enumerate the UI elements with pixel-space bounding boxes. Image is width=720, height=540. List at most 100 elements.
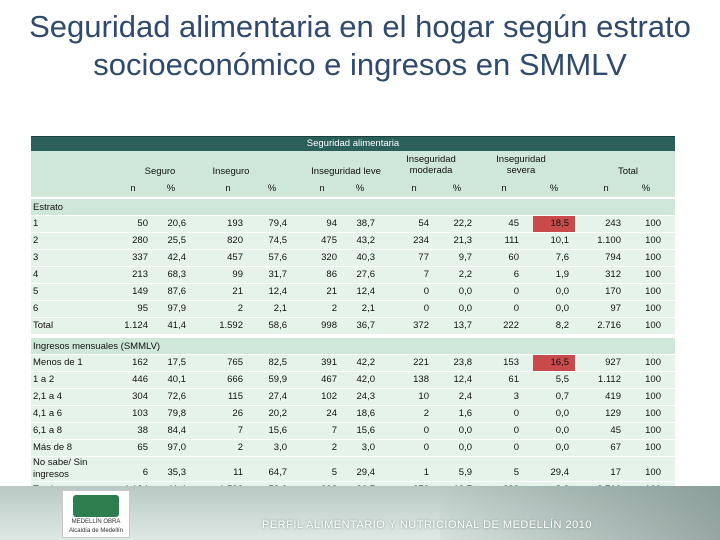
table-cell: 149 [132, 286, 148, 297]
table-cell: 0 [423, 442, 429, 453]
subheader-cell: % [267, 183, 277, 194]
section-label: Estrato [33, 202, 64, 213]
table-cell: 72,6 [167, 391, 187, 402]
table-cell: 100 [645, 320, 661, 331]
table-cell: 59,9 [268, 374, 288, 385]
alcaldia-logo: MEDELLÍN OBRA Alcaldía de Medellín [62, 490, 130, 538]
row-label: 1 a 2 [33, 374, 55, 385]
table-cell: 82,5 [268, 357, 288, 368]
category-header: Inseguridad moderada [406, 154, 456, 176]
table-cell: 7,6 [555, 252, 569, 263]
table-cell: 2,1 [273, 303, 287, 314]
table-cell: 0 [513, 408, 519, 419]
table-cell: 22,2 [453, 218, 473, 229]
table-cell: 43,2 [356, 235, 376, 246]
table-cell: 79,4 [268, 218, 288, 229]
table-cell: 5,9 [458, 467, 472, 478]
table-cell: 2,4 [458, 391, 472, 402]
table-cell: 100 [645, 374, 661, 385]
table-cell: 2,2 [458, 269, 472, 280]
table-cell: 5 [513, 467, 519, 478]
table-row [31, 233, 675, 249]
table-row [31, 440, 675, 456]
table-cell: 467 [321, 374, 337, 385]
table-cell: 0 [513, 442, 519, 453]
table-cell: 1.100 [597, 235, 621, 246]
table-cell: 1.112 [597, 374, 621, 385]
table-cell: 0 [423, 425, 429, 436]
table-cell: 6 [142, 467, 148, 478]
table-cell: 794 [605, 252, 621, 263]
row-label: 5 [33, 286, 39, 297]
table-cell: 12,4 [356, 286, 376, 297]
table-cell: 29,4 [356, 467, 376, 478]
table-cell: 41,4 [167, 320, 187, 331]
table-cell: 15,6 [356, 425, 376, 436]
table-cell: 21,3 [453, 235, 473, 246]
table-cell: 45 [508, 218, 519, 229]
table-cell: 7 [423, 269, 429, 280]
table-cell: 97,9 [167, 303, 187, 314]
table-cell: 0,0 [555, 303, 569, 314]
table-cell: 40,1 [167, 374, 187, 385]
category-header: Seguro [144, 166, 176, 177]
severe-highlight [533, 355, 575, 371]
row-label: 6 [33, 303, 39, 314]
table-cell: 38,7 [356, 218, 376, 229]
table-cell: 0 [423, 286, 429, 297]
table-cell: 0,0 [458, 442, 472, 453]
table-cell: 9,7 [458, 252, 472, 263]
table-cell: 221 [413, 357, 429, 368]
table-cell: 100 [645, 252, 661, 263]
subheader-cell: % [355, 183, 365, 194]
table-cell: 0 [423, 303, 429, 314]
table-cell: 54 [418, 218, 429, 229]
table-cell: 162 [132, 357, 148, 368]
table-cell: 100 [645, 303, 661, 314]
table-cell: 6 [513, 269, 519, 280]
table-cell: 24,3 [356, 391, 376, 402]
table-cell: 0,0 [555, 425, 569, 436]
table-cell: 38 [137, 425, 148, 436]
table-cell: 64,7 [268, 467, 288, 478]
table-cell: 40,3 [356, 252, 376, 263]
subheader-cell: n [225, 183, 231, 194]
table-cell: 100 [645, 425, 661, 436]
table-cell: 12,4 [268, 286, 288, 297]
table-cell: 3 [513, 391, 519, 402]
table-cell: 97 [610, 303, 621, 314]
table-cell: 42,0 [356, 374, 376, 385]
table-cell: 765 [227, 357, 243, 368]
table-cell: 0 [513, 286, 519, 297]
table-cell: 26 [232, 408, 243, 419]
logo-text-bottom: Alcaldía de Medellín [68, 528, 124, 534]
table-row [31, 423, 675, 439]
section-band [31, 199, 675, 215]
table-cell: 21 [326, 286, 337, 297]
subheader-cell: n [130, 183, 136, 194]
table-cell: 475 [321, 235, 337, 246]
table-cell: 3,0 [361, 442, 375, 453]
table-row [31, 267, 675, 283]
table-cell: 0,0 [458, 425, 472, 436]
table-cell: 0,0 [555, 408, 569, 419]
row-label: Más de 8 [33, 442, 73, 453]
row-label: No sabe/ Sin ingresos [33, 457, 88, 480]
table-cell: 7 [237, 425, 243, 436]
group-header-label: Seguridad alimentaria [306, 138, 400, 149]
table-cell: 77 [418, 252, 429, 263]
table-cell: 74,5 [268, 235, 288, 246]
table-row [31, 216, 675, 232]
row-label: 6,1 a 8 [33, 425, 63, 436]
table-cell: 7 [331, 425, 337, 436]
table-row [31, 406, 675, 422]
category-header: Inseguridad leve [311, 166, 381, 177]
table-cell: 2 [331, 442, 337, 453]
table-cell: 193 [227, 218, 243, 229]
table-cell: 372 [413, 320, 429, 331]
table-cell: 100 [645, 218, 661, 229]
table-row [31, 457, 675, 481]
table-row [31, 389, 675, 405]
table-cell: 11 [233, 467, 243, 478]
row-label: 4,1 a 6 [33, 408, 63, 419]
